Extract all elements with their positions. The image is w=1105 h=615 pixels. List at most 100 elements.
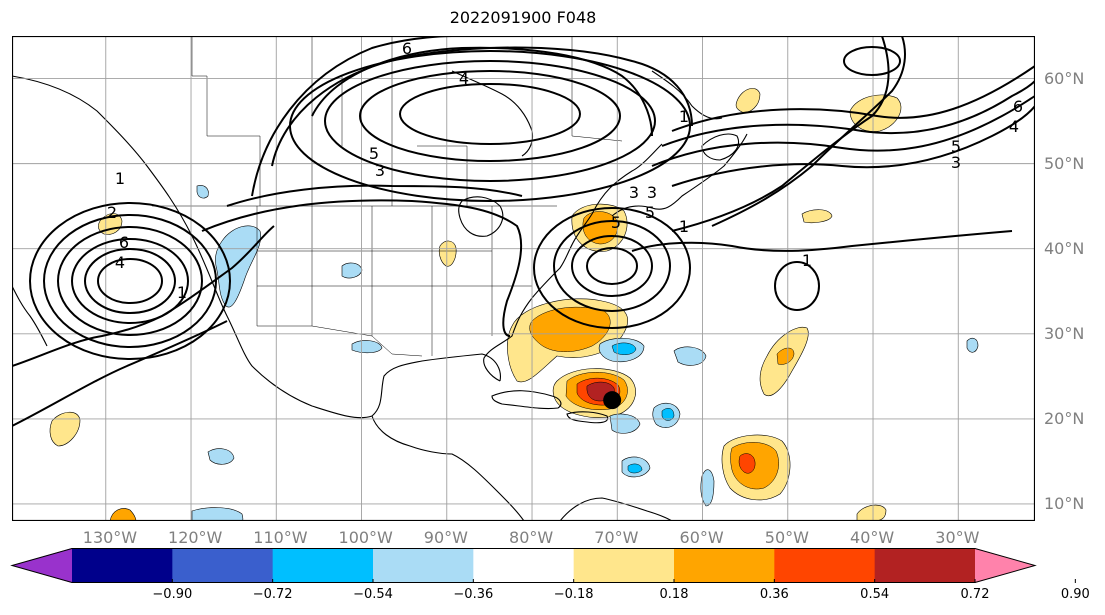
contour-line [661, 80, 1035, 147]
contour-line [631, 230, 1013, 252]
colorbar-tick-label: −0.72 [252, 587, 293, 602]
coastline-layer [12, 70, 748, 521]
border [191, 36, 261, 206]
anomaly-blob [207, 448, 235, 465]
anomaly-blob [611, 342, 637, 355]
contour-line [97, 258, 163, 304]
contour-label: 3 [375, 161, 385, 180]
colorbar-over-arrow [975, 548, 1035, 583]
contour-line [651, 95, 1035, 167]
anomaly-blob [109, 508, 137, 521]
contour-line [271, 46, 693, 167]
border [417, 145, 468, 206]
anomaly-blob [700, 469, 715, 507]
contour-line [671, 105, 1035, 187]
longitude-label: 120°W [168, 528, 223, 547]
contour-label: 1 [802, 251, 812, 270]
contour-line [71, 238, 189, 324]
anomaly-blob [856, 504, 887, 521]
colorbar-under-arrow [12, 548, 72, 583]
coastline [371, 415, 525, 521]
contour-label: 1 [679, 217, 689, 236]
anomaly-blob [776, 347, 795, 365]
colorbar-segment [774, 548, 876, 583]
colorbar-tick-label: 0.72 [960, 587, 990, 602]
contour-label: 3 [951, 153, 961, 172]
contour-label: 1 [679, 107, 689, 126]
contour-label: 5 [369, 144, 379, 163]
coastline [701, 133, 739, 161]
colorbar [10, 548, 1076, 583]
coastline [12, 75, 501, 419]
contour-line [289, 50, 691, 202]
colorbar-tick-label: 0.54 [860, 587, 890, 602]
contour-label: 5 [611, 213, 621, 232]
contour-line [571, 235, 653, 297]
colorbar-segment [573, 548, 675, 583]
colorbar-tick-label: −0.90 [152, 587, 193, 602]
contour-line [57, 226, 203, 336]
contour-label: 4 [459, 69, 469, 88]
colorbar-tick-label: 0.90 [1060, 587, 1090, 602]
anomaly-blob [196, 185, 209, 199]
contour-label: 5 [645, 203, 655, 222]
contour-label: 4 [1009, 117, 1019, 136]
coastline [559, 497, 673, 521]
coastline [483, 143, 663, 382]
anomaly-blob [627, 463, 643, 474]
colorbar-tick-label: −0.18 [553, 587, 594, 602]
anomaly-blob [966, 337, 979, 353]
anomaly-blob [438, 240, 457, 267]
colorbar-outline [10, 548, 1037, 583]
contour-label: 2 [107, 203, 117, 222]
contour-line [586, 247, 638, 285]
coastline [458, 196, 504, 237]
contour-line [251, 36, 453, 197]
contour-line [43, 214, 217, 348]
anomaly-blob [351, 340, 383, 354]
anomaly-blob [735, 88, 761, 113]
coastline [451, 70, 534, 157]
colorbar-segment [674, 548, 775, 583]
contour-line [12, 225, 275, 367]
contour-line [774, 261, 820, 311]
contour-line [533, 207, 691, 329]
coastline [611, 133, 748, 217]
contour-line [399, 83, 581, 145]
colorbar-segment [373, 548, 474, 583]
anomaly-blob [738, 453, 756, 474]
latitude-label: 10°N [1044, 493, 1085, 513]
colorbar-tick-label: 0.36 [759, 587, 789, 602]
colorbar-tick-label: −0.36 [453, 587, 494, 602]
political-borders-layer [152, 36, 623, 357]
longitude-label: 90°W [423, 528, 468, 547]
storm-center-marker [603, 391, 622, 410]
contour-line [671, 36, 890, 232]
contour-line [553, 220, 671, 312]
anomaly-blob [215, 225, 262, 308]
map-frame [12, 36, 1035, 521]
contour-label: 5 [951, 137, 961, 156]
contour-label: 6 [402, 39, 412, 58]
contour-label: 3 [647, 183, 657, 202]
coastline [12, 285, 48, 347]
anomaly-blob [191, 507, 244, 521]
anomaly-blob [673, 346, 707, 366]
latitude-label: 40°N [1044, 238, 1085, 258]
contour-label: 6 [119, 233, 129, 252]
contour-line [671, 65, 1035, 132]
border [256, 206, 423, 357]
anomaly-field-layer [49, 88, 979, 521]
anomaly-blob [49, 411, 81, 447]
longitude-label: 30°W [935, 528, 980, 547]
longitude-label: 100°W [338, 528, 393, 547]
contour-label: 3 [629, 183, 639, 202]
contour-line [201, 199, 523, 337]
contour-line [843, 46, 901, 76]
longitude-label: 110°W [253, 528, 308, 547]
contour-label: 1 [177, 283, 187, 302]
longitude-label: 70°W [594, 528, 639, 547]
latitude-label: 30°N [1044, 323, 1085, 343]
